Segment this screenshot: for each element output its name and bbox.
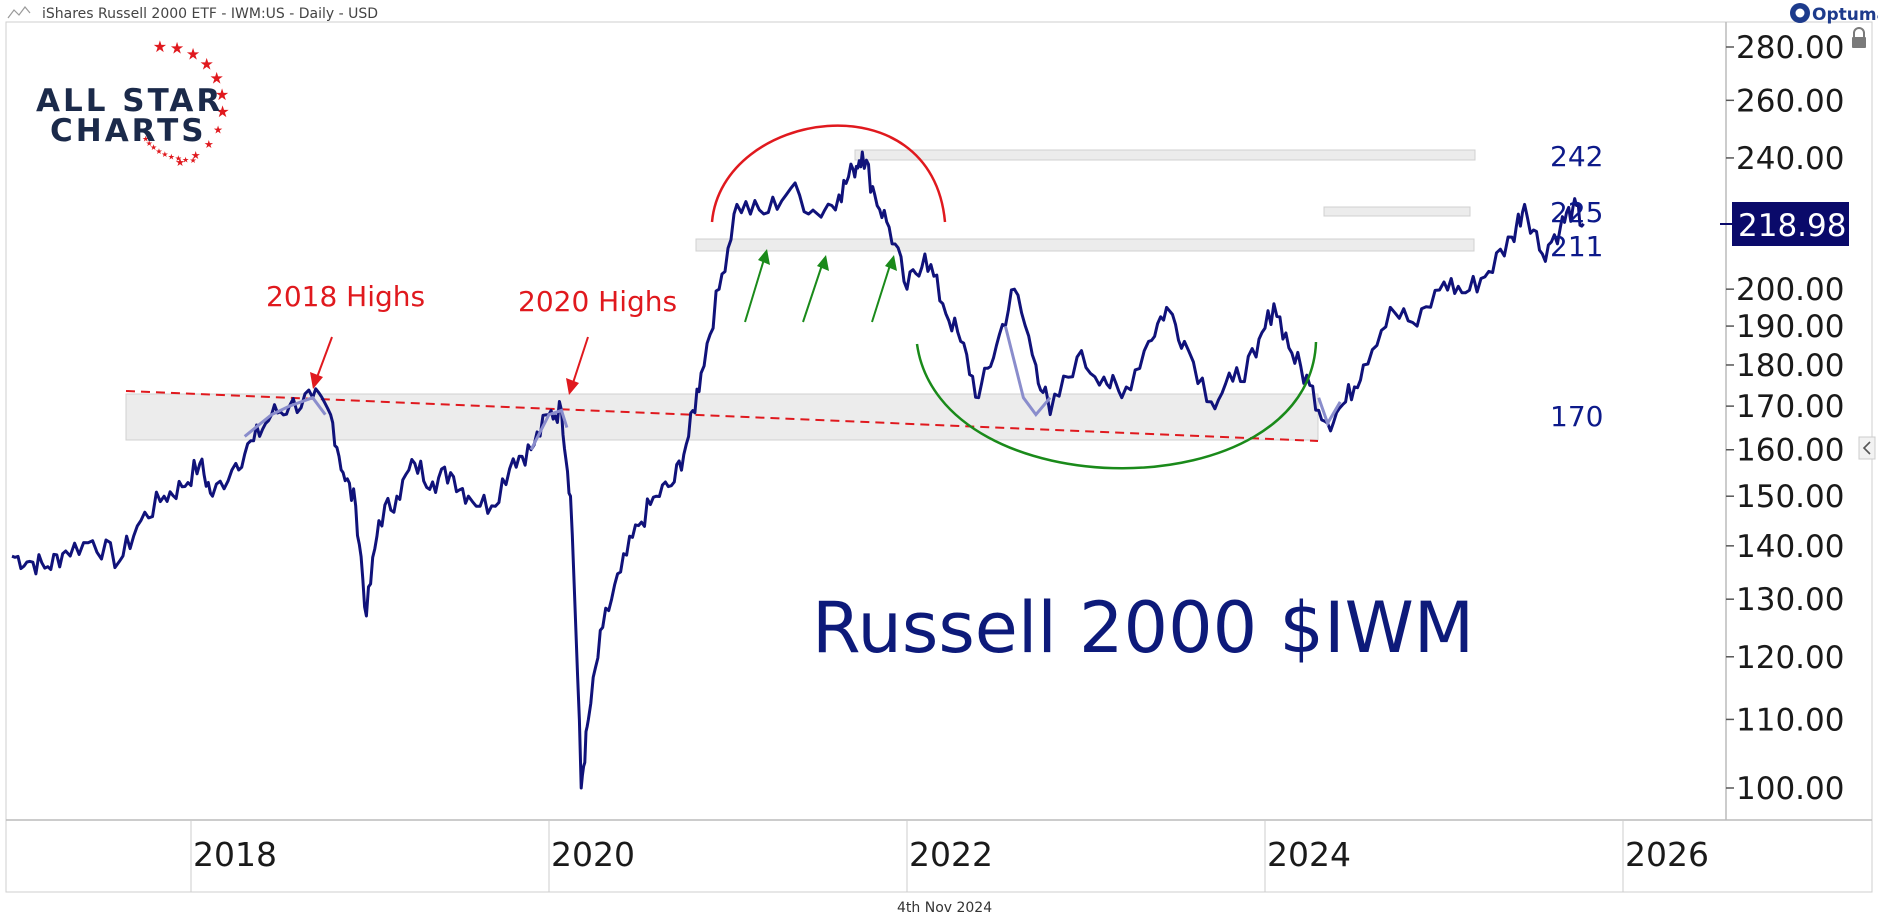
x-tick-label: 2020: [551, 835, 635, 874]
logo-star-icon: ★: [142, 135, 149, 144]
rounded-bottom-arc: [915, 341, 1318, 470]
logo-star-icon: ★: [190, 156, 197, 165]
price-highlights: [243, 325, 1342, 451]
logo-line2: CHARTS: [50, 113, 207, 149]
annotation-2018-highs: 2018 Highs: [266, 280, 425, 313]
zone-225: [1323, 206, 1471, 217]
level-label-242: 242: [1550, 140, 1603, 173]
x-tick-label: 2026: [1625, 835, 1709, 874]
y-tick-label: 200.00: [1736, 272, 1844, 308]
zone-211: [695, 238, 1475, 252]
price-highlight-segment: [1003, 325, 1052, 418]
brand-name: Optuma: [1812, 5, 1878, 25]
logo-star-icon: ★: [161, 150, 168, 159]
annotation-2020-highs: 2020 Highs: [518, 285, 677, 318]
logo-star-icon: ★: [204, 138, 214, 151]
logo-star-icon: ★: [168, 152, 175, 161]
logo-star-icon: ★: [153, 37, 167, 56]
y-tick-label: 260.00: [1736, 83, 1844, 119]
collapse-panel-icon[interactable]: [1858, 436, 1876, 460]
level-label-170: 170: [1550, 400, 1603, 433]
chart-title: Russell 2000 $IWM: [812, 587, 1474, 669]
y-tick-label: 100.00: [1736, 771, 1844, 807]
y-tick-label: 240.00: [1736, 141, 1844, 177]
price-line: [11, 150, 1585, 790]
green-arrow-2: [802, 255, 829, 323]
logo-star-icon: ★: [215, 85, 229, 104]
level-label-211: 211: [1550, 230, 1603, 263]
y-tick-label: 170.00: [1736, 389, 1844, 425]
current-price-value: 218.98: [1738, 208, 1846, 244]
y-tick-label: 120.00: [1736, 640, 1844, 676]
lock-icon[interactable]: [1852, 27, 1866, 48]
logo-star-icon: ★: [191, 149, 201, 162]
rounded-top-arc: [710, 124, 947, 223]
price-highlight-segment: [243, 395, 327, 438]
dashed-trendline: [125, 390, 1319, 442]
logo-star-icon: ★: [175, 154, 182, 163]
logo-star-icon: ★: [213, 124, 223, 137]
allstarcharts-logo: ★ ★ ★★★★★★★★★ ★★★★★★★★★ ALL STAR CHARTS: [36, 37, 230, 169]
logo-star-icon: ★: [182, 156, 189, 165]
logo-star-icon: ★: [210, 69, 224, 88]
optuma-logo-icon: [1790, 3, 1810, 23]
logo-star-icon: ★: [170, 38, 184, 57]
logo-star-icon: ★: [186, 44, 200, 63]
footer-date: 4th Nov 2024: [897, 900, 992, 916]
red-arrow-2018: [310, 336, 333, 389]
logo-star-icon: ★: [155, 147, 162, 156]
level-label-225: 225: [1550, 196, 1603, 229]
y-tick-label: 280.00: [1736, 30, 1844, 66]
y-axis: 100.00 110.00 120.00 130.00 140.00 150.00 160.…: [1726, 30, 1844, 807]
x-tick-label: 2022: [909, 835, 993, 874]
y-tick-label: 160.00: [1736, 433, 1844, 469]
logo-line1: ALL STAR: [36, 83, 223, 119]
app-icon: [7, 6, 31, 19]
red-arrow-2020: [566, 336, 589, 395]
logo-star-icon: ★: [215, 102, 229, 121]
y-tick-label: 110.00: [1736, 702, 1844, 738]
green-arrow-1: [744, 249, 770, 323]
y-tick-label: 140.00: [1736, 529, 1844, 565]
logo-star-icon: ★: [200, 55, 214, 74]
green-arrow-3: [871, 255, 897, 323]
y-tick-label: 150.00: [1736, 479, 1844, 515]
y-tick-label: 180.00: [1736, 348, 1844, 384]
price-highlight-segment: [529, 408, 569, 451]
y-tick-label: 190.00: [1736, 309, 1844, 345]
x-tick-label: 2018: [193, 835, 277, 874]
logo-stars: ★ ★ ★★★★★★★★★ ★★★★★★★★★: [142, 37, 230, 169]
x-tick-label: 2024: [1267, 835, 1351, 874]
logo-star-icon: ★: [150, 143, 157, 152]
zone-242: [854, 149, 1476, 161]
logo-star-icon: ★: [146, 139, 153, 148]
y-tick-label: 130.00: [1736, 582, 1844, 618]
price-highlight-segment: [1317, 397, 1342, 427]
x-axis: 2018 2020 2022 2024 2026: [190, 820, 1709, 892]
chart-header-title: iShares Russell 2000 ETF - IWM:US - Dail…: [42, 6, 378, 22]
logo-star-icon: ★: [175, 156, 185, 169]
current-price-tag: 218.98: [1720, 202, 1849, 246]
